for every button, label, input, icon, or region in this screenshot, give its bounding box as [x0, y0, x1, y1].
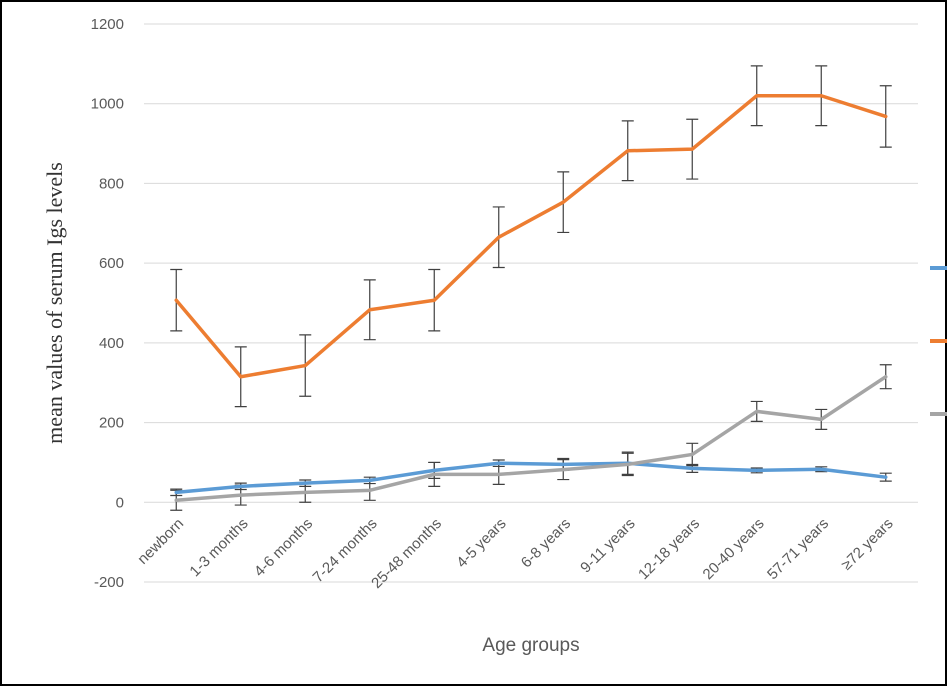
y-tick-label: 600 — [99, 255, 124, 272]
x-axis-title: Age groups — [482, 635, 579, 656]
y-axis-title: mean values of serum Igs levels — [42, 162, 67, 444]
series-line — [174, 374, 888, 503]
y-tick-label: 1200 — [91, 16, 124, 33]
series-line — [174, 461, 888, 495]
y-tick-label: -200 — [94, 574, 124, 591]
y-tick-label: 200 — [99, 415, 124, 432]
series-line — [174, 93, 888, 379]
y-tick-label: 400 — [99, 335, 124, 352]
y-tick-label: 1000 — [91, 96, 124, 113]
y-tick-label: 800 — [99, 175, 124, 192]
y-tick-label: 0 — [116, 494, 124, 511]
